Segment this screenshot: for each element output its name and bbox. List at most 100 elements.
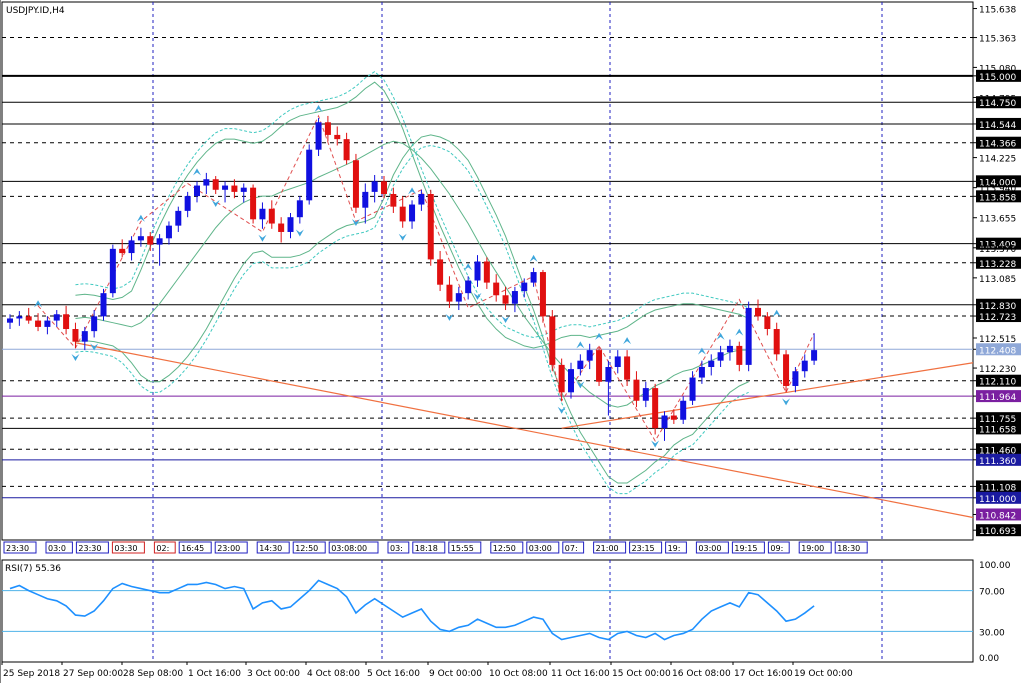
price-tick-label: 111.108 [979, 483, 1016, 493]
candle-body [147, 236, 154, 245]
candle-body [81, 331, 88, 342]
candle-body [652, 388, 659, 429]
rsi-tick-label: 100.00 [979, 561, 1011, 571]
period-label: 12:50 [295, 544, 318, 553]
fractal-up-arrow [716, 332, 725, 340]
price-label-box [976, 96, 1021, 109]
time-axis-label: 10 Oct 08:00 [489, 669, 548, 679]
period-label: 02: [156, 544, 169, 553]
horizontal-levels [2, 74, 973, 499]
price-tick-label: 112.515 [979, 335, 1016, 345]
candle-body [128, 240, 135, 254]
time-axis-label: 3 Oct 00:00 [247, 669, 300, 679]
price-label-box [976, 422, 1021, 435]
period-label: 16:45 [181, 544, 204, 553]
candle-body [109, 248, 116, 294]
period-label: 03:00 [529, 544, 552, 553]
candle-body [194, 185, 200, 197]
fractal-up-arrow [697, 347, 706, 355]
price-label-box [976, 390, 1021, 403]
candle-body [334, 134, 341, 140]
price-tick-label: 112.230 [979, 365, 1016, 375]
period-label-box [731, 541, 765, 554]
price-tick-label: 111.964 [979, 393, 1016, 403]
period-label-box [629, 541, 663, 554]
candle-body [493, 282, 500, 296]
candle-body [175, 210, 182, 226]
period-label: 18:18 [415, 544, 438, 553]
bollinger-upper [75, 81, 749, 349]
bollinger-lower-outer [75, 144, 749, 495]
price-label-box [976, 310, 1021, 323]
candle-body [465, 280, 472, 294]
fractal-down-arrow [295, 229, 304, 237]
candle-body [399, 206, 406, 222]
candle-body [259, 208, 266, 220]
candle-body [53, 314, 60, 321]
candle-body [670, 415, 677, 420]
candle-body [680, 400, 687, 420]
price-label-box [976, 524, 1021, 537]
period-label-box [178, 541, 212, 554]
fractal-down-arrow [576, 381, 585, 389]
price-label-box [976, 298, 1021, 311]
candle-body [390, 193, 397, 207]
candle-body [371, 181, 378, 192]
candle-body [755, 307, 761, 317]
price-tick-label: 113.409 [979, 241, 1016, 251]
trendline [561, 362, 974, 429]
candle-body [35, 320, 42, 327]
price-tick-label: 112.110 [979, 378, 1016, 388]
candle-body [792, 371, 799, 386]
candle-body [614, 356, 621, 367]
candle-body [437, 259, 444, 285]
fractal-down-arrow [473, 292, 482, 300]
period-label-box [328, 541, 379, 554]
candle-body [212, 179, 219, 190]
fractal-up-arrow [623, 337, 632, 345]
price-tick-label: 112.830 [979, 302, 1016, 312]
period-label: 03:00 [698, 544, 721, 553]
candle-body [736, 345, 743, 365]
fractal-up-arrow [735, 328, 744, 336]
candle-body [764, 316, 771, 330]
period-label: 09: [770, 544, 783, 553]
period-label: 19:00 [801, 544, 824, 553]
price-label-box [976, 374, 1021, 387]
time-axis-label: 9 Oct 00:00 [429, 669, 482, 679]
period-label: 18:30 [837, 544, 860, 553]
candle-body [642, 388, 649, 401]
period-label-box [665, 541, 687, 554]
period-label: 15:55 [451, 544, 474, 553]
price-tick-label: 112.408 [979, 346, 1016, 356]
fractal-down-arrow [211, 199, 220, 207]
price-tick-label: 114.000 [979, 178, 1016, 188]
bollinger-upper-outer [75, 70, 749, 338]
price-label-box [976, 443, 1021, 456]
candle-body [446, 284, 453, 302]
period-label-box [75, 541, 109, 554]
candle-body [231, 185, 238, 192]
fractal-down-arrow [651, 440, 660, 448]
candle-body [296, 200, 303, 218]
fractal-down-arrow [71, 354, 80, 362]
period-label: 23:30 [78, 544, 101, 553]
candle-body [222, 185, 229, 190]
period-labels: 23:30 03:0 23:30 03:30 02: 16:45 23:00 14:30 12:… [3, 541, 868, 554]
candle-body [409, 204, 416, 222]
period-label-box [490, 541, 524, 554]
price-tick-label: 114.750 [979, 99, 1016, 109]
price-tick-label: 114.366 [979, 140, 1016, 150]
price-label-box [976, 136, 1021, 149]
period-label: 03: [390, 544, 403, 553]
time-axis-label: 25 Sep 2018 [3, 669, 60, 679]
candle-body [605, 366, 612, 382]
period-label: 12:50 [493, 544, 516, 553]
price-tick-label: 112.723 [979, 313, 1016, 323]
rsi-tick-label: 30.00 [979, 628, 1005, 638]
candle-body [427, 193, 434, 260]
price-tick-label: 113.085 [979, 275, 1016, 285]
price-label-box [976, 256, 1021, 269]
fractal-down-arrow [501, 316, 510, 324]
fractal-up-arrow [595, 332, 604, 340]
